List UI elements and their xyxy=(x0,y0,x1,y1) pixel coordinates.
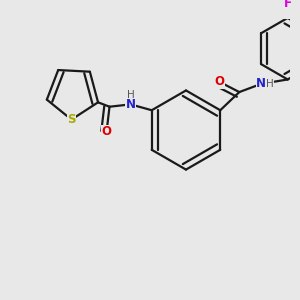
Text: H: H xyxy=(127,90,134,100)
Text: N: N xyxy=(256,77,266,90)
Text: F: F xyxy=(284,0,292,11)
Text: O: O xyxy=(102,125,112,138)
Text: O: O xyxy=(214,75,224,88)
Text: N: N xyxy=(126,98,136,111)
Text: H: H xyxy=(266,79,274,89)
Text: S: S xyxy=(67,113,76,126)
